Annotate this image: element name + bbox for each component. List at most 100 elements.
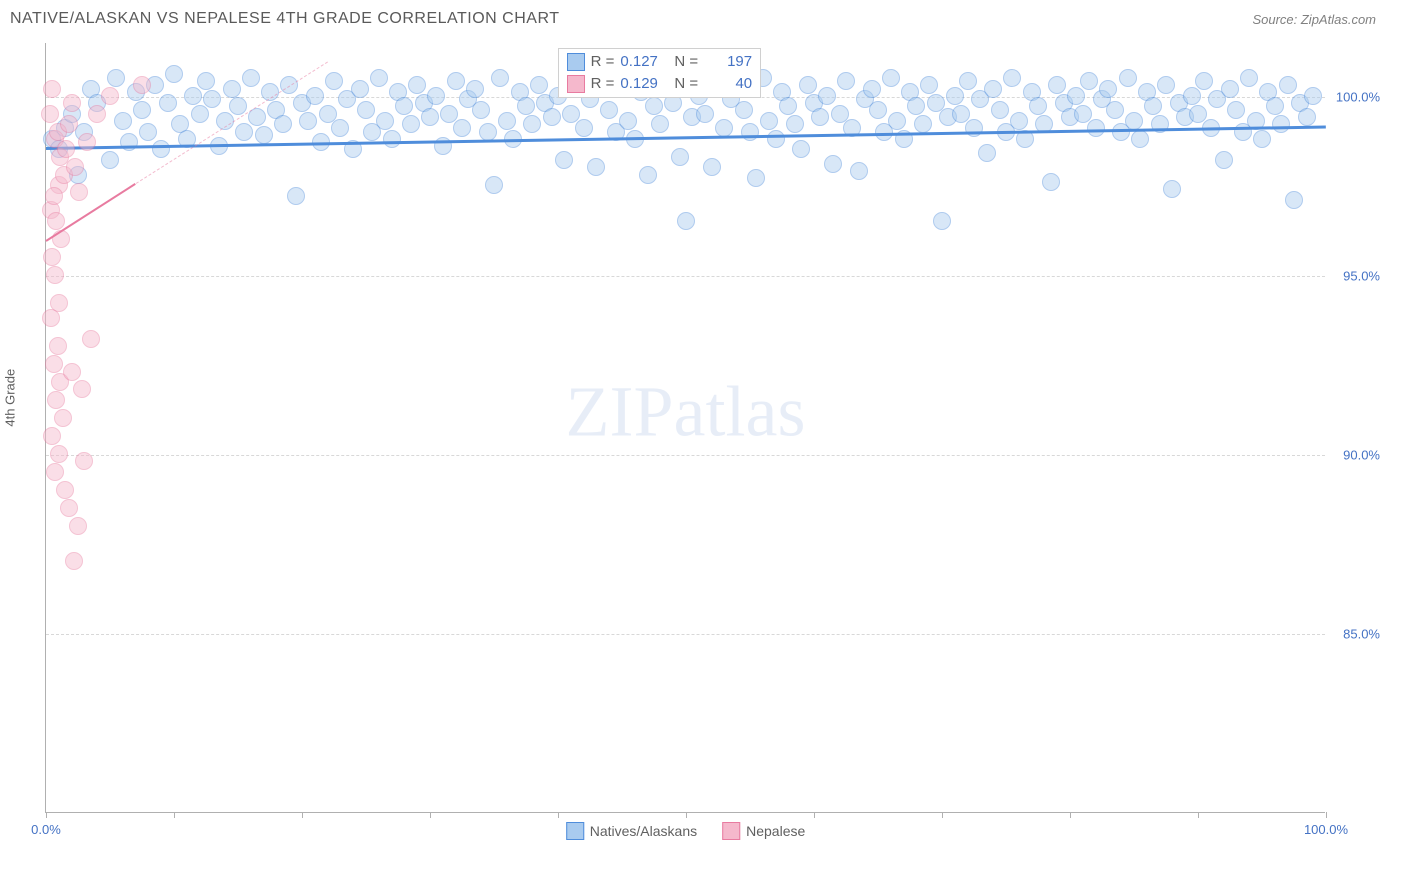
data-point xyxy=(1010,112,1028,130)
data-point xyxy=(159,94,177,112)
data-point xyxy=(1279,76,1297,94)
data-point xyxy=(517,97,535,115)
data-point xyxy=(619,112,637,130)
chart-title: NATIVE/ALASKAN VS NEPALESE 4TH GRADE COR… xyxy=(10,10,560,28)
legend: Natives/Alaskans Nepalese xyxy=(566,822,806,840)
xtick xyxy=(1198,812,1199,818)
stats-box: R =0.127N =197R =0.129N =40 xyxy=(558,48,762,98)
stats-n-label: N = xyxy=(674,51,698,73)
data-point xyxy=(1163,180,1181,198)
xtick-label: 100.0% xyxy=(1304,822,1348,837)
data-point xyxy=(70,183,88,201)
ytick-label: 90.0% xyxy=(1343,447,1380,462)
data-point xyxy=(1106,101,1124,119)
data-point xyxy=(1125,112,1143,130)
legend-swatch xyxy=(722,822,740,840)
data-point xyxy=(555,151,573,169)
xtick xyxy=(1326,812,1327,818)
xtick xyxy=(942,812,943,818)
data-point xyxy=(383,130,401,148)
data-point xyxy=(1144,97,1162,115)
data-point xyxy=(677,212,695,230)
data-point xyxy=(1266,97,1284,115)
data-point xyxy=(49,337,67,355)
stats-row: R =0.127N =197 xyxy=(567,51,753,73)
stats-n-value: 197 xyxy=(704,51,752,73)
data-point xyxy=(376,112,394,130)
chart-container: 4th Grade ZIPatlas 85.0%90.0%95.0%100.0%… xyxy=(15,33,1395,863)
data-point xyxy=(575,119,593,137)
data-point xyxy=(523,115,541,133)
data-point xyxy=(78,133,96,151)
data-point xyxy=(66,158,84,176)
data-point xyxy=(920,76,938,94)
data-point xyxy=(869,101,887,119)
data-point xyxy=(1195,72,1213,90)
data-point xyxy=(472,101,490,119)
data-point xyxy=(101,151,119,169)
legend-item: Natives/Alaskans xyxy=(566,822,697,840)
data-point xyxy=(1087,119,1105,137)
data-point xyxy=(914,115,932,133)
data-point xyxy=(1285,191,1303,209)
source-label: Source: ZipAtlas.com xyxy=(1252,12,1376,27)
data-point xyxy=(863,80,881,98)
data-point xyxy=(41,105,59,123)
data-point xyxy=(50,445,68,463)
data-point xyxy=(69,517,87,535)
data-point xyxy=(907,97,925,115)
data-point xyxy=(1272,115,1290,133)
watermark: ZIPatlas xyxy=(566,371,806,454)
data-point xyxy=(543,108,561,126)
data-point xyxy=(600,101,618,119)
data-point xyxy=(120,133,138,151)
legend-item: Nepalese xyxy=(722,822,805,840)
data-point xyxy=(299,112,317,130)
data-point xyxy=(42,309,60,327)
data-point xyxy=(485,176,503,194)
data-point xyxy=(75,452,93,470)
data-point xyxy=(287,187,305,205)
data-point xyxy=(255,126,273,144)
data-point xyxy=(696,105,714,123)
stats-r-value: 0.129 xyxy=(620,73,668,95)
data-point xyxy=(114,112,132,130)
xtick xyxy=(814,812,815,818)
data-point xyxy=(223,80,241,98)
data-point xyxy=(65,552,83,570)
data-point xyxy=(357,101,375,119)
data-point xyxy=(45,355,63,373)
data-point xyxy=(1029,97,1047,115)
ytick-label: 95.0% xyxy=(1343,268,1380,283)
data-point xyxy=(47,212,65,230)
data-point xyxy=(421,108,439,126)
data-point xyxy=(63,363,81,381)
xtick xyxy=(174,812,175,818)
data-point xyxy=(235,123,253,141)
data-point xyxy=(587,158,605,176)
data-point xyxy=(466,80,484,98)
data-point xyxy=(408,76,426,94)
data-point xyxy=(351,80,369,98)
data-point xyxy=(370,69,388,87)
data-point xyxy=(1067,87,1085,105)
gridline xyxy=(46,455,1325,456)
data-point xyxy=(991,101,1009,119)
data-point xyxy=(152,140,170,158)
data-point xyxy=(88,105,106,123)
data-point xyxy=(57,140,75,158)
data-point xyxy=(651,115,669,133)
data-point xyxy=(824,155,842,173)
data-point xyxy=(402,115,420,133)
data-point xyxy=(818,87,836,105)
data-point xyxy=(82,330,100,348)
data-point xyxy=(965,119,983,137)
data-point xyxy=(325,72,343,90)
data-point xyxy=(767,130,785,148)
data-point xyxy=(735,101,753,119)
data-point xyxy=(786,115,804,133)
y-axis-label: 4th Grade xyxy=(3,369,18,427)
stats-row: R =0.129N =40 xyxy=(567,73,753,95)
data-point xyxy=(799,76,817,94)
data-point xyxy=(1080,72,1098,90)
